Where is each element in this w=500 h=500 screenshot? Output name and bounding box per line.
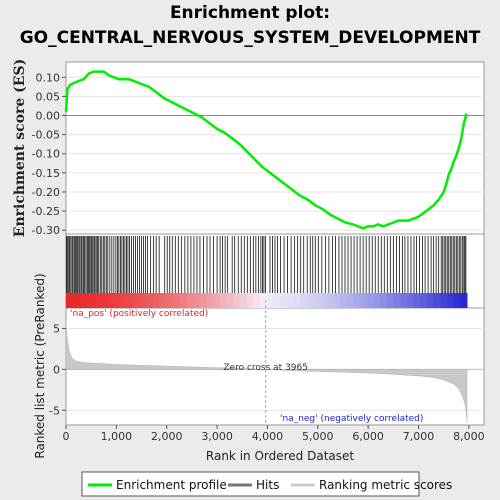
color-bar-segment — [299, 293, 308, 308]
es-tick-label: -0.10 — [32, 148, 60, 161]
legend-hits-label: Hits — [256, 478, 279, 492]
color-bar-segment — [393, 293, 401, 308]
color-bar-segment — [253, 293, 261, 308]
es-panel — [65, 61, 485, 235]
color-bar-segment — [446, 293, 455, 308]
x-tick-label: 6,000 — [352, 430, 384, 443]
x-tick-label: 0 — [63, 430, 70, 443]
enrichment-profile-line — [64, 70, 468, 230]
legend-ranking-label: Ranking metric scores — [319, 478, 452, 492]
color-bar-segment — [373, 293, 381, 308]
color-bar-segment — [420, 293, 428, 308]
color-bar-segment — [279, 293, 288, 308]
color-bar-segment — [313, 293, 321, 308]
color-bar-segment — [293, 293, 301, 308]
color-bar-segment — [126, 293, 134, 308]
color-bar-segment — [440, 293, 448, 308]
ranked-axis-label: Ranked list metric (PreRanked) — [33, 273, 47, 458]
color-bar-segment — [72, 293, 80, 308]
color-bar-segment — [92, 293, 100, 308]
color-bar-segment — [346, 293, 354, 308]
color-bar-segment — [199, 293, 207, 308]
es-tick-label: -0.05 — [32, 129, 60, 142]
color-bar-segment — [386, 293, 394, 308]
legend-enrichment-label: Enrichment profile — [116, 478, 227, 492]
x-tick-label: 7,000 — [403, 430, 435, 443]
color-bar-segment — [132, 293, 141, 308]
color-bar-segment — [326, 293, 334, 308]
es-tick-label: -0.30 — [32, 224, 60, 237]
es-tick-label: -0.20 — [32, 186, 60, 199]
x-tick-label: 5,000 — [302, 430, 334, 443]
es-tick-label: 0.05 — [36, 90, 61, 103]
color-bar-segment — [106, 293, 114, 308]
color-bar-segment — [259, 293, 267, 308]
color-bar-segment — [79, 293, 87, 308]
color-bar-segment — [179, 293, 187, 308]
es-tick-label: -0.25 — [32, 205, 60, 218]
ranking-metric-area — [65, 320, 468, 423]
color-bar-segment — [139, 293, 147, 308]
color-bar-segment — [406, 293, 415, 308]
es-axis-label: Enrichment score (ES) — [12, 59, 28, 237]
rank-tick-label: -5 — [49, 404, 60, 417]
color-bar-segment — [460, 293, 468, 308]
pos-label: 'na_pos' (positively correlated) — [70, 309, 208, 319]
chart-title-line1: Enrichment plot: — [169, 3, 331, 23]
color-bar-segment — [192, 293, 201, 308]
color-bar-segment — [146, 293, 154, 308]
es-tick-label: 0.00 — [36, 110, 61, 123]
color-bar-segment — [99, 293, 107, 308]
color-bar-segment — [453, 293, 461, 308]
color-bar-segment — [172, 293, 181, 308]
color-bar-segment — [413, 293, 421, 308]
color-bar-segment — [360, 293, 368, 308]
chart-title-line2: GO_CENTRAL_NERVOUS_SYSTEM_DEVELOPMENT — [19, 28, 481, 48]
color-bar-segment — [119, 293, 127, 308]
color-bar-segment — [186, 293, 194, 308]
color-bar-segment — [353, 293, 361, 308]
color-bar-segment — [112, 293, 120, 308]
neg-label: 'na_neg' (negatively correlated) — [280, 414, 423, 424]
es-tick-label: -0.15 — [32, 167, 60, 180]
color-bar-segment — [206, 293, 214, 308]
rank-tick-label: 5 — [53, 322, 60, 335]
x-tick-label: 1,000 — [101, 430, 133, 443]
color-bar-segment — [400, 293, 408, 308]
color-bar-segment — [266, 293, 274, 308]
rank-tick-label: 0 — [53, 363, 60, 376]
x-tick-label: 4,000 — [252, 430, 284, 443]
color-bar-segment — [152, 293, 161, 308]
color-bar-segment — [273, 293, 281, 308]
color-bar-segment — [233, 293, 241, 308]
x-tick-label: 3,000 — [201, 430, 233, 443]
color-bar-segment — [86, 293, 94, 308]
color-bar-segment — [306, 293, 314, 308]
color-bar-segment — [226, 293, 234, 308]
color-bar-segment — [380, 293, 388, 308]
color-bar-segment — [333, 293, 341, 308]
es-tick-label: 0.10 — [36, 71, 61, 84]
color-bar-segment — [319, 293, 328, 308]
color-bar-segment — [66, 293, 74, 308]
color-bar-segment — [433, 293, 441, 308]
x-tick-label: 2,000 — [151, 430, 183, 443]
color-bar-segment — [239, 293, 247, 308]
color-bar-segment — [426, 293, 435, 308]
color-bar-segment — [166, 293, 174, 308]
color-bar-segment — [286, 293, 294, 308]
color-bar-segment — [213, 293, 221, 308]
color-bar-segment — [219, 293, 227, 308]
color-bar-segment — [246, 293, 254, 308]
color-bar-segment — [340, 293, 348, 308]
x-axis-label: Rank in Ordered Dataset — [206, 449, 354, 463]
x-tick-label: 8,000 — [453, 430, 485, 443]
ranked-panel — [65, 307, 485, 426]
color-bar-segment — [159, 293, 167, 308]
color-bar-segment — [366, 293, 374, 308]
zero-cross-label: Zero cross at 3965 — [223, 363, 308, 373]
